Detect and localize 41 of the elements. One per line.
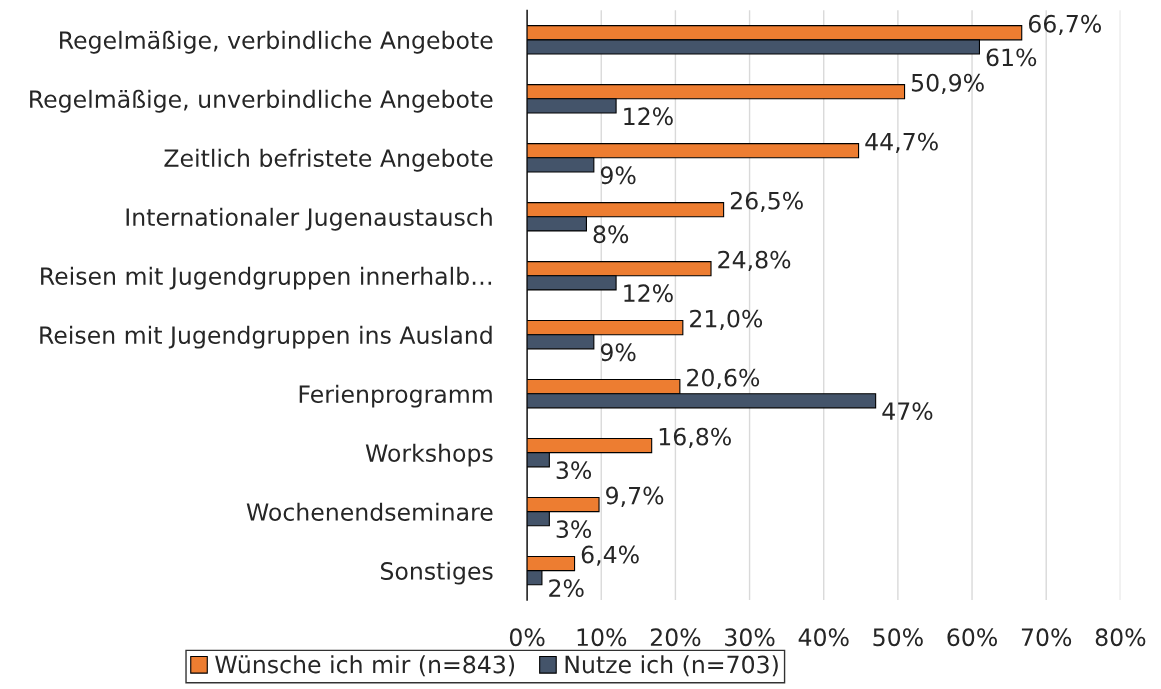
x-tick-label: 40% bbox=[798, 628, 849, 647]
y-tick-label: Internationaler Jugenaustausch bbox=[126, 207, 492, 231]
x-tick-label: 0% bbox=[509, 628, 545, 647]
data-label: 66,7% bbox=[1028, 14, 1101, 36]
data-label: 6,4% bbox=[581, 545, 639, 566]
x-tick-label: 10% bbox=[577, 628, 627, 647]
x-tick-label: 50% bbox=[873, 628, 923, 647]
x-tick-label: 70% bbox=[1021, 628, 1072, 647]
legend-label: Nutze ich (n=703) bbox=[565, 655, 778, 677]
data-label: 24,8% bbox=[718, 250, 791, 271]
data-label: 3% bbox=[556, 520, 592, 539]
data-label: 12% bbox=[624, 284, 673, 303]
y-tick-label: Ferienprogramm bbox=[299, 384, 492, 408]
y-tick-label: Workshops bbox=[365, 443, 493, 467]
data-label: 26,5% bbox=[730, 191, 803, 212]
data-label: 20,6% bbox=[687, 368, 760, 389]
data-label: 50,9% bbox=[911, 73, 984, 95]
legend-label: Wünsche ich mir (n=843) bbox=[215, 655, 515, 677]
data-label: 12% bbox=[624, 107, 673, 126]
data-label: 47% bbox=[882, 402, 933, 421]
y-tick-label: Wochenendseminare bbox=[246, 502, 493, 521]
data-label: 9% bbox=[600, 166, 636, 185]
data-label: 9% bbox=[600, 343, 636, 362]
x-tick-label: 20% bbox=[650, 628, 701, 647]
y-tick-label: Reisen mit Jugendgruppen innerhalb… bbox=[41, 266, 492, 290]
y-tick-label: Reisen mit Jugendgruppen ins Ausland bbox=[40, 325, 492, 349]
data-label: 2% bbox=[549, 579, 584, 598]
y-tick-label: Sonstiges bbox=[380, 561, 493, 585]
data-label: 3% bbox=[556, 461, 592, 480]
data-label: 61% bbox=[986, 48, 1037, 67]
x-tick-label: 60% bbox=[947, 628, 997, 647]
data-label: 16,8% bbox=[659, 427, 731, 448]
y-tick-label: Regelmäßige, unverbindliche Angebote bbox=[30, 89, 493, 113]
x-tick-label: 30% bbox=[725, 628, 775, 647]
data-label: 21,0% bbox=[690, 309, 763, 330]
x-tick-label: 80% bbox=[1095, 628, 1146, 647]
data-label: 9,7% bbox=[606, 486, 664, 507]
y-tick-label: Zeitlich befristete Angebote bbox=[164, 148, 493, 172]
y-tick-label: Regelmäßige, verbindliche Angebote bbox=[60, 30, 493, 54]
data-label: 8% bbox=[593, 225, 629, 244]
data-label: 44,7% bbox=[865, 132, 938, 154]
